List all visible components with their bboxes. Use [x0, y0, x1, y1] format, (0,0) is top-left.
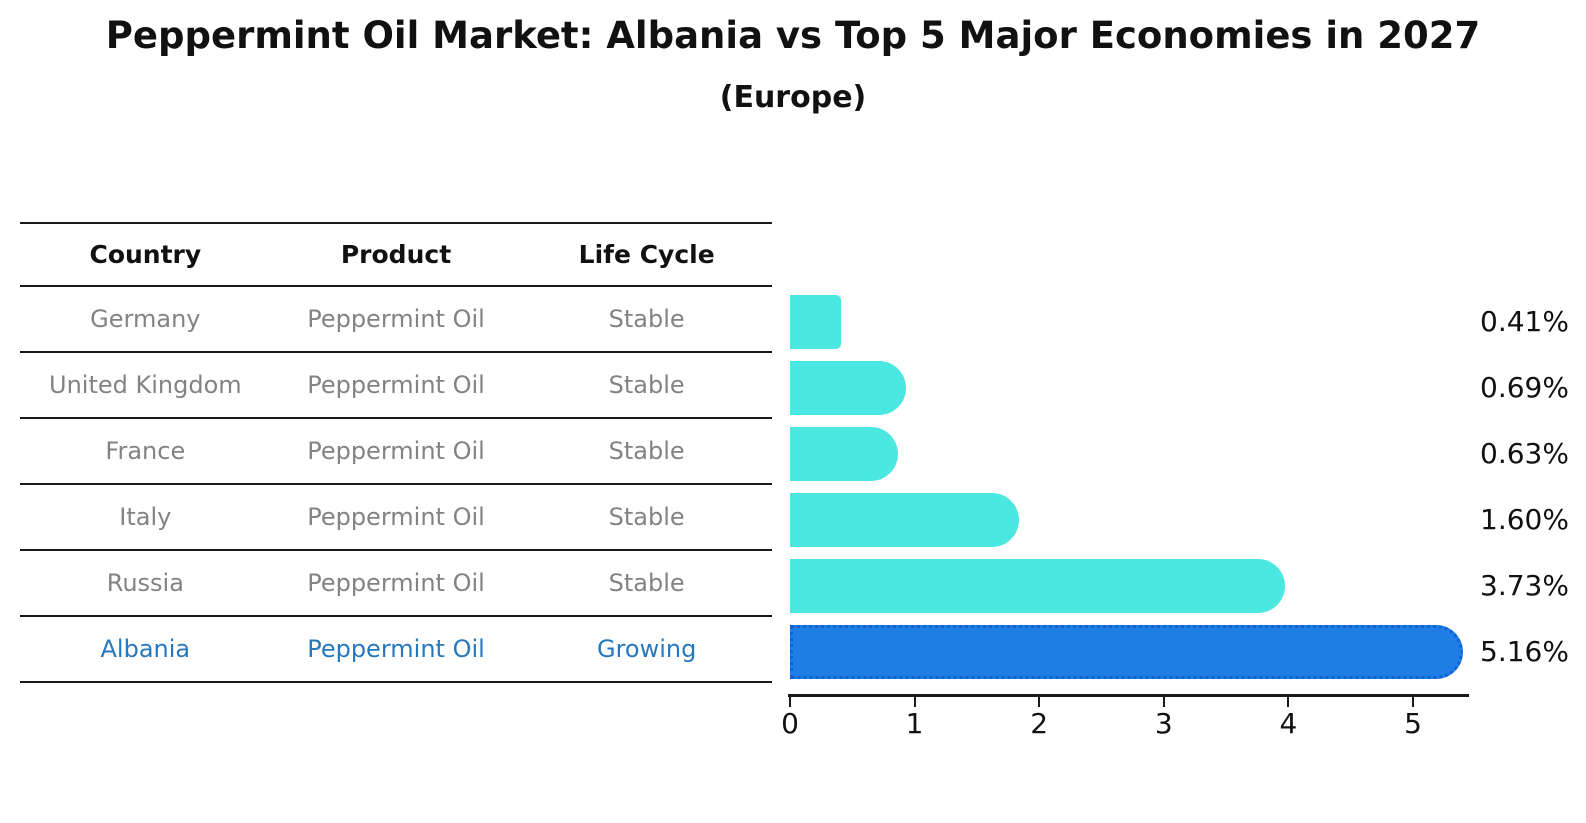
chart-title: Peppermint Oil Market: Albania vs Top 5 …: [105, 14, 1481, 57]
x-axis-tick: [789, 696, 791, 707]
table-row: France Peppermint Oil Stable: [20, 417, 772, 483]
table-row: Italy Peppermint Oil Stable: [20, 483, 772, 549]
product-cell: Peppermint Oil: [307, 305, 485, 333]
country-cell: France: [105, 437, 186, 465]
value-label-italy: 1.60%: [1480, 503, 1569, 536]
product-cell: Peppermint Oil: [307, 371, 485, 399]
table-header-row: Country Product Life Cycle: [20, 222, 772, 285]
x-axis-tick-label: 5: [1404, 707, 1422, 740]
value-label-united-kingdom: 0.69%: [1480, 371, 1569, 404]
table-row: United Kingdom Peppermint Oil Stable: [20, 351, 772, 417]
x-axis-tick: [1038, 696, 1041, 707]
comparison-table: Country Product Life Cycle Germany Peppermin…: [20, 222, 772, 683]
bar-france: [790, 427, 898, 481]
product-cell: Peppermint Oil: [307, 569, 485, 597]
value-label-albania: 5.16%: [1480, 635, 1569, 668]
country-cell: Italy: [119, 503, 172, 531]
x-axis-tick-label: 3: [1154, 707, 1173, 740]
product-cell: Peppermint Oil: [307, 437, 485, 465]
lifecycle-cell: Stable: [608, 503, 685, 531]
lifecycle-cell: Growing: [596, 635, 697, 663]
x-axis-tick-label: 4: [1279, 707, 1298, 740]
table-row: Albania Peppermint Oil Growing: [20, 615, 772, 681]
chart-subtitle: (Europe): [719, 80, 867, 115]
value-label-france: 0.63%: [1480, 437, 1569, 470]
bar-united-kingdom: [790, 361, 906, 415]
value-label-russia: 3.73%: [1480, 569, 1569, 602]
x-axis-tick: [1162, 696, 1165, 707]
country-cell: United Kingdom: [49, 371, 242, 399]
country-cell: Albania: [100, 635, 191, 663]
bar-russia: [790, 559, 1285, 613]
lifecycle-cell: Stable: [608, 569, 685, 597]
table-row: Russia Peppermint Oil Stable: [20, 549, 772, 615]
x-axis-tick-label: 2: [1030, 707, 1049, 740]
lifecycle-cell: Stable: [608, 305, 685, 333]
header-cell-country: Country: [89, 240, 202, 269]
table-row: Germany Peppermint Oil Stable: [20, 285, 772, 351]
bar-germany: [790, 295, 841, 349]
value-label-germany: 0.41%: [1480, 305, 1569, 338]
header-cell-product: Product: [340, 240, 452, 269]
x-axis-tick-label: 0: [781, 707, 799, 740]
product-cell: Peppermint Oil: [307, 503, 485, 531]
lifecycle-cell: Stable: [608, 371, 685, 399]
x-axis-tick-label: 1: [905, 707, 924, 740]
x-axis-tick: [1287, 696, 1290, 707]
header-cell-life-cycle: Life Cycle: [578, 240, 715, 269]
country-cell: Germany: [90, 305, 201, 333]
x-axis-tick: [913, 696, 916, 707]
lifecycle-cell: Stable: [608, 437, 685, 465]
bar-albania: [790, 625, 1463, 679]
bar-italy: [790, 493, 1019, 547]
product-cell: Peppermint Oil: [307, 635, 485, 663]
x-axis-tick: [1412, 696, 1414, 707]
country-cell: Russia: [106, 569, 184, 597]
x-axis-line: [788, 694, 1469, 697]
